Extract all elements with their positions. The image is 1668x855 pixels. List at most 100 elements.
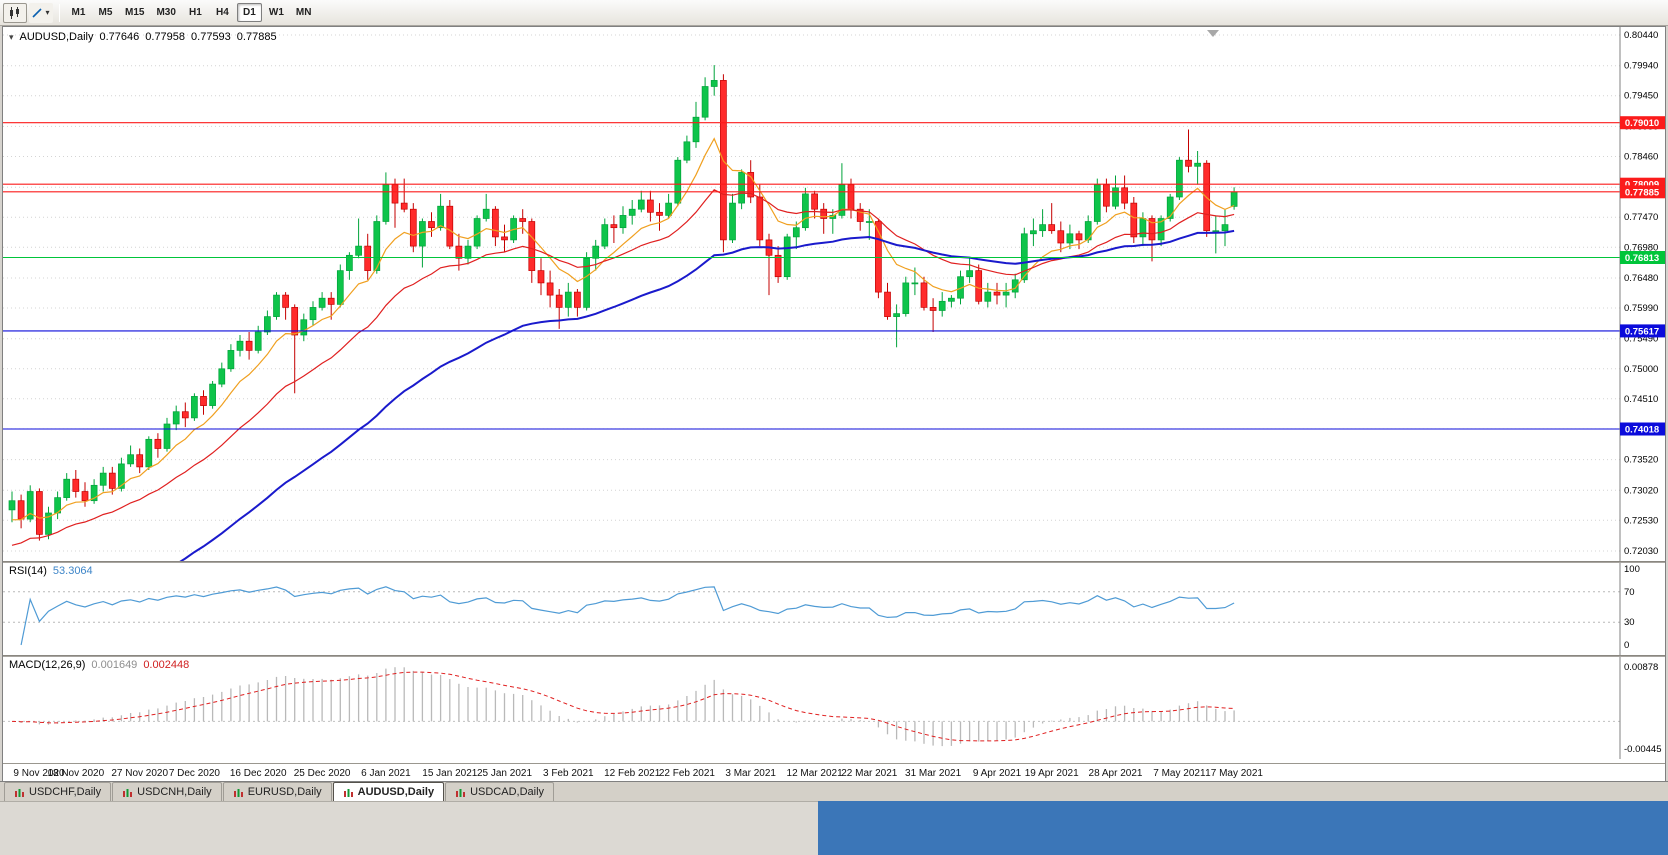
svg-text:100: 100	[1624, 564, 1640, 575]
timeframe-button-M5[interactable]: M5	[98, 7, 113, 18]
chart-tab-AUDUSD[interactable]: AUDUSD,Daily	[332, 782, 445, 801]
timeframe-button-H1[interactable]: H1	[189, 7, 202, 18]
chart-type-button[interactable]	[3, 2, 27, 23]
svg-text:15 Jan 2021: 15 Jan 2021	[422, 768, 477, 779]
timeframe-group: M1 M5 M15 M30 H1 H4 D1 W1 MN	[66, 3, 316, 22]
rsi-line	[20, 586, 1235, 646]
chart-window: ▾ AUDUSD,Daily 0.77646 0.77958 0.77593 0…	[2, 26, 1666, 781]
svg-text:0.76480: 0.76480	[1624, 273, 1658, 284]
svg-text:22 Feb 2021: 22 Feb 2021	[659, 768, 716, 779]
rsi-panel[interactable]: RSI(14) 53.3064 100 70 30 0	[3, 563, 1665, 655]
level-lines	[3, 122, 1620, 430]
timeframe-button-M30[interactable]: M30	[156, 7, 176, 18]
status-bar	[0, 801, 818, 855]
time-axis[interactable]: 9 Nov 2020 18 Nov 2020 27 Nov 2020 7 Dec 20…	[3, 763, 1665, 781]
chevron-down-icon: ▾	[45, 8, 50, 17]
panel-splitter[interactable]	[3, 561, 1665, 563]
svg-text:0.75617: 0.75617	[1625, 326, 1659, 337]
svg-text:0.78009: 0.78009	[1625, 180, 1659, 191]
bottom-strip	[0, 801, 1668, 855]
timeframe-button-D1[interactable]: D1	[236, 3, 262, 22]
price-chart-panel[interactable]: ▾ AUDUSD,Daily 0.77646 0.77958 0.77593 0…	[3, 27, 1665, 561]
svg-text:0.76813: 0.76813	[1625, 253, 1659, 264]
svg-text:3 Feb 2021: 3 Feb 2021	[543, 768, 594, 779]
svg-text:18 Nov 2020: 18 Nov 2020	[47, 768, 104, 779]
svg-text:30: 30	[1624, 617, 1635, 628]
svg-text:28 Apr 2021: 28 Apr 2021	[1089, 768, 1143, 779]
timeframe-button-W1[interactable]: W1	[268, 7, 284, 18]
svg-text:0.79450: 0.79450	[1624, 91, 1658, 102]
rsi-header: RSI(14) 53.3064	[9, 565, 93, 577]
rsi-value: 53.3064	[52, 565, 93, 577]
rsi-levels	[3, 591, 1620, 623]
macd-axis: 0.00878 -0.00445	[1624, 662, 1662, 755]
svg-text:0.72530: 0.72530	[1624, 515, 1658, 526]
svg-text:0.77470: 0.77470	[1624, 212, 1658, 223]
chart-tab-icon	[233, 788, 243, 797]
svg-text:16 Dec 2020: 16 Dec 2020	[230, 768, 287, 779]
chart-tab-icon	[456, 788, 466, 797]
timeframe-button-H4[interactable]: H4	[216, 7, 229, 18]
svg-text:12 Feb 2021: 12 Feb 2021	[604, 768, 661, 779]
timeframe-button-M1[interactable]: M1	[71, 7, 86, 18]
line-tools-button[interactable]: ▾	[29, 2, 53, 23]
macd-histogram	[20, 667, 1235, 747]
macd-main-value: 0.001649	[91, 659, 138, 671]
chart-tabs-bar: USDCHF,Daily USDCNH,Daily EURUSD,Daily AUDU…	[0, 781, 1668, 801]
svg-text:9 Apr 2021: 9 Apr 2021	[973, 768, 1022, 779]
collapse-icon[interactable]: ▾	[9, 31, 14, 42]
svg-text:0.76980: 0.76980	[1624, 242, 1658, 253]
svg-text:0.73520: 0.73520	[1624, 455, 1658, 466]
svg-text:9 Nov 2020: 9 Nov 2020	[13, 768, 65, 779]
svg-text:25 Jan 2021: 25 Jan 2021	[477, 768, 532, 779]
toolbar-separator	[59, 3, 60, 22]
svg-text:0.74510: 0.74510	[1624, 394, 1658, 405]
price-axis: 0.804400.799400.794500.789500.784600.779…	[1619, 27, 1658, 561]
chart-tab-icon	[15, 788, 24, 797]
panel-splitter[interactable]	[3, 655, 1665, 657]
macd-chart[interactable]: 0.00878 -0.00445	[3, 657, 1665, 759]
macd-signal-value: 0.002448	[143, 659, 190, 671]
svg-text:0.73020: 0.73020	[1624, 485, 1658, 496]
svg-text:19 Apr 2021: 19 Apr 2021	[1025, 768, 1079, 779]
ohlc-low: 0.77593	[191, 31, 231, 43]
svg-text:0: 0	[1624, 640, 1629, 651]
candlestick-chart-icon	[10, 6, 19, 19]
chart-tab-USDCNH[interactable]: USDCNH,Daily	[112, 782, 222, 801]
macd-title: MACD(12,26,9)	[9, 659, 86, 671]
svg-text:-0.00445: -0.00445	[1624, 744, 1662, 755]
svg-text:0.79010: 0.79010	[1625, 118, 1659, 129]
svg-text:0.79940: 0.79940	[1624, 61, 1658, 72]
macd-panel[interactable]: MACD(12,26,9) 0.001649 0.002448 0.00878 -…	[3, 657, 1665, 763]
chart-tab-EURUSD[interactable]: EURUSD,Daily	[222, 782, 332, 801]
chart-tab-icon	[123, 788, 133, 797]
svg-text:70: 70	[1624, 587, 1635, 598]
main-toolbar: ▾ M1 M5 M15 M30 H1 H4 D1 W1 MN	[0, 0, 1668, 26]
chart-tab-USDCAD[interactable]: USDCAD,Daily	[445, 782, 555, 801]
chart-title: ▾ AUDUSD,Daily 0.77646 0.77958 0.77593 0…	[9, 31, 277, 43]
rsi-axis: 100 70 30 0	[1624, 564, 1640, 651]
grid	[3, 34, 1620, 552]
svg-text:6 Jan 2021: 6 Jan 2021	[361, 768, 411, 779]
ohlc-high: 0.77958	[145, 31, 186, 43]
timeframe-button-M15[interactable]: M15	[125, 7, 145, 18]
macd-signal-line	[11, 671, 1235, 742]
line-tools-icon	[32, 8, 43, 18]
rsi-chart[interactable]: 100 70 30 0	[3, 563, 1665, 655]
timeframe-button-MN[interactable]: MN	[295, 7, 312, 18]
candlestick-chart[interactable]: 0.804400.799400.794500.789500.784600.779…	[3, 27, 1665, 561]
svg-text:31 Mar 2021: 31 Mar 2021	[905, 768, 962, 779]
macd-header: MACD(12,26,9) 0.001649 0.002448	[9, 659, 189, 671]
svg-text:0.72030: 0.72030	[1624, 546, 1658, 557]
svg-text:0.80440: 0.80440	[1624, 30, 1658, 41]
chart-tab-USDCHF[interactable]: USDCHF,Daily	[4, 782, 112, 801]
svg-text:25 Dec 2020: 25 Dec 2020	[294, 768, 351, 779]
svg-text:3 Mar 2021: 3 Mar 2021	[725, 768, 776, 779]
desktop-area	[818, 801, 1668, 855]
svg-text:0.78460: 0.78460	[1624, 152, 1658, 163]
svg-text:27 Nov 2020: 27 Nov 2020	[111, 768, 168, 779]
svg-text:12 Mar 2021: 12 Mar 2021	[787, 768, 844, 779]
svg-text:0.75490: 0.75490	[1624, 334, 1658, 345]
